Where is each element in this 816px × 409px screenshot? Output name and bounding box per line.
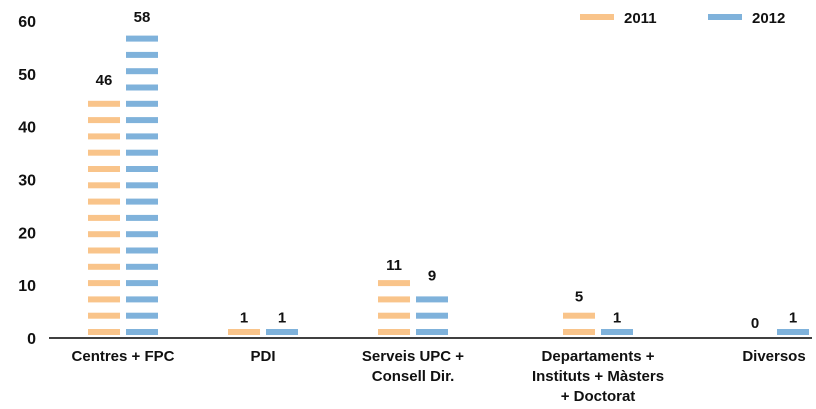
bar-segment <box>126 198 158 205</box>
bar-segment <box>88 198 120 205</box>
bar-segment <box>88 263 120 270</box>
bar-segment <box>88 182 120 189</box>
legend-item-2011: 2011 <box>580 10 657 27</box>
bar-segment <box>266 329 298 335</box>
bar-segment <box>126 231 158 238</box>
legend-label: 2012 <box>752 10 785 27</box>
bar-segment <box>126 247 158 254</box>
bar-segment <box>126 182 158 189</box>
bar-2011-1 <box>228 329 260 335</box>
bar-segment <box>126 133 158 140</box>
bar-segment <box>126 280 158 287</box>
bar-segment <box>88 329 120 335</box>
bar-segment <box>126 100 158 107</box>
x-category-label: Diversos <box>742 348 805 365</box>
bar-segment <box>126 214 158 221</box>
bar-segment <box>88 280 120 287</box>
bar-segment <box>126 117 158 124</box>
bar-2012-2 <box>416 296 448 335</box>
bar-segment <box>126 263 158 270</box>
bar-segment <box>88 296 120 303</box>
bar-segment <box>378 280 410 287</box>
data-label: 1 <box>240 310 248 327</box>
bar-segment <box>88 312 120 319</box>
bar-2011-3 <box>563 312 595 335</box>
legend-item-2012: 2012 <box>708 10 785 27</box>
data-label: 1 <box>278 310 286 327</box>
x-category-label: Serveis UPC + Consell Dir. <box>362 348 464 385</box>
data-label: 5 <box>575 289 583 306</box>
bar-segment <box>416 329 448 335</box>
bar-2012-4 <box>777 329 809 335</box>
data-label: 46 <box>96 72 113 89</box>
y-tick-label: 20 <box>18 225 36 242</box>
y-tick-label: 40 <box>18 120 36 137</box>
legend: 2011 2012 <box>580 10 785 27</box>
legend-swatch <box>708 14 742 20</box>
data-label: 1 <box>613 310 621 327</box>
y-tick-label: 50 <box>18 67 36 84</box>
bar-segment <box>88 100 120 107</box>
bar-segment <box>126 35 158 42</box>
bar-segment <box>126 329 158 335</box>
data-label: 0 <box>751 315 759 332</box>
bar-segment <box>126 51 158 58</box>
bar-segment <box>378 312 410 319</box>
bar-segment <box>126 166 158 172</box>
x-category-label: Centres + FPC <box>72 348 175 365</box>
bar-segment <box>88 214 120 221</box>
y-tick-label: 10 <box>18 278 36 295</box>
legend-label: 2011 <box>624 10 657 27</box>
bar-segment <box>563 329 595 335</box>
bar-2011-0 <box>88 100 120 335</box>
bar-2012-1 <box>266 329 298 335</box>
data-label: 58 <box>134 9 151 26</box>
bar-segment <box>126 296 158 303</box>
bar-segment <box>378 329 410 335</box>
y-tick-label: 60 <box>18 14 36 31</box>
bar-segment <box>88 247 120 254</box>
bar-segment <box>378 296 410 303</box>
bar-segment <box>126 68 158 75</box>
bars <box>88 35 809 335</box>
legend-swatch <box>580 14 614 20</box>
x-category-label: PDI <box>250 348 275 365</box>
data-label: 9 <box>428 267 436 284</box>
bar-segment <box>126 149 158 156</box>
bar-segment <box>563 312 595 319</box>
bar-segment <box>416 296 448 303</box>
y-axis-ticks: 0 10 20 30 40 50 60 <box>18 14 36 348</box>
bar-2012-3 <box>601 329 633 335</box>
x-category-label: Departaments + Instituts + Màsters + Docto… <box>532 348 664 405</box>
bar-segment <box>88 166 120 172</box>
bar-segment <box>126 312 158 319</box>
data-label: 1 <box>789 310 797 327</box>
bar-segment <box>88 231 120 238</box>
x-axis-labels: Centres + FPC PDI Serveis UPC + Consell Dir… <box>72 348 806 405</box>
bar-segment <box>601 329 633 335</box>
bar-segment <box>777 329 809 335</box>
bar-segment <box>228 329 260 335</box>
y-tick-label: 30 <box>18 173 36 190</box>
data-label: 11 <box>386 257 402 274</box>
bar-2012-0 <box>126 35 158 335</box>
bar-segment <box>88 149 120 156</box>
bar-segment <box>88 133 120 140</box>
bar-2011-2 <box>378 280 410 335</box>
y-tick-label: 0 <box>27 331 36 348</box>
bar-segment <box>88 117 120 124</box>
bar-segment <box>416 312 448 319</box>
bar-segment <box>126 84 158 91</box>
